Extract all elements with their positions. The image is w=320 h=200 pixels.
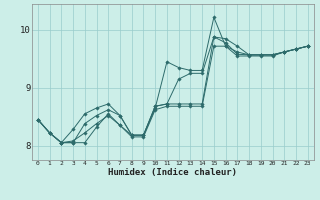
- X-axis label: Humidex (Indice chaleur): Humidex (Indice chaleur): [108, 168, 237, 177]
